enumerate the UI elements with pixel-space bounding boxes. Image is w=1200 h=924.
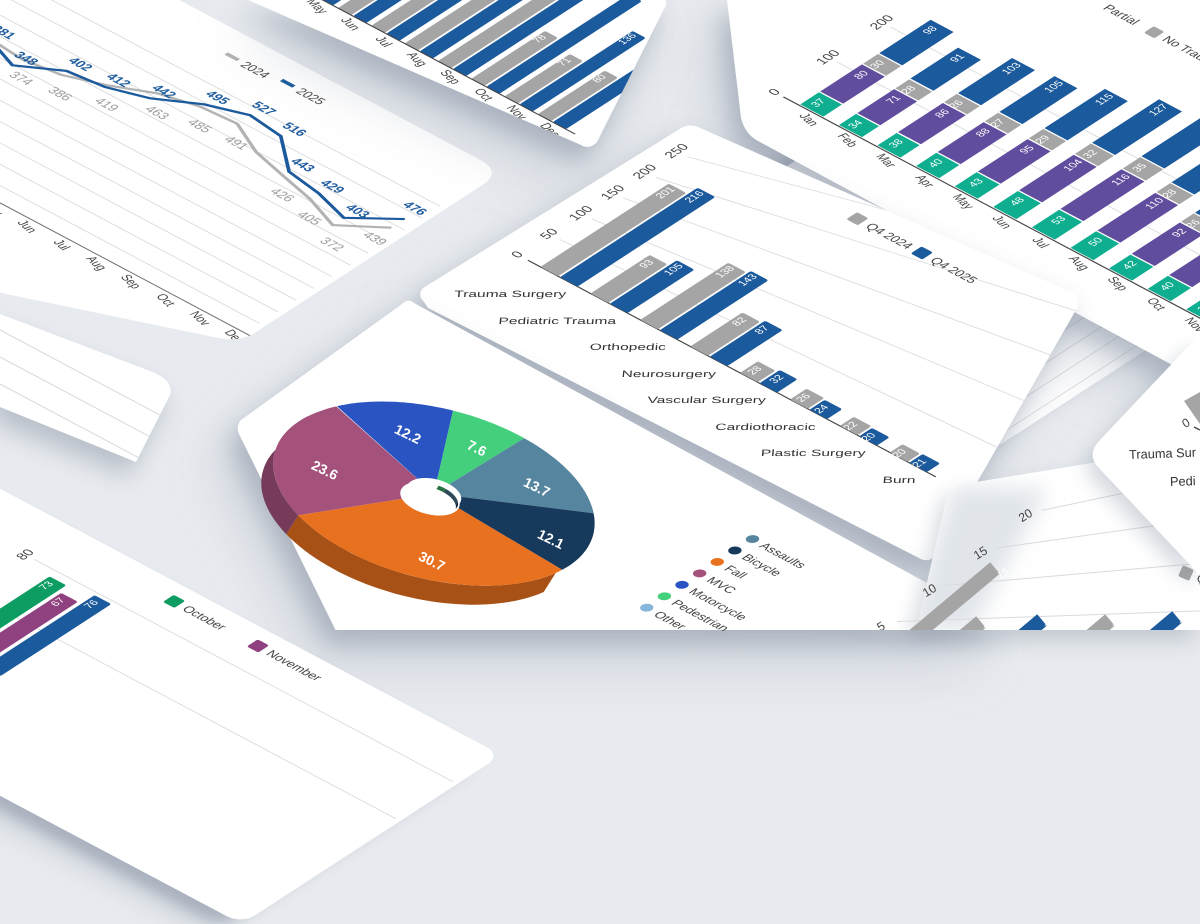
svg-text:Pedi: Pedi (1170, 473, 1196, 489)
svg-text:November: November (263, 649, 326, 684)
svg-text:0: 0 (1179, 415, 1192, 431)
svg-text:Trauma Sur: Trauma Sur (1129, 445, 1197, 462)
